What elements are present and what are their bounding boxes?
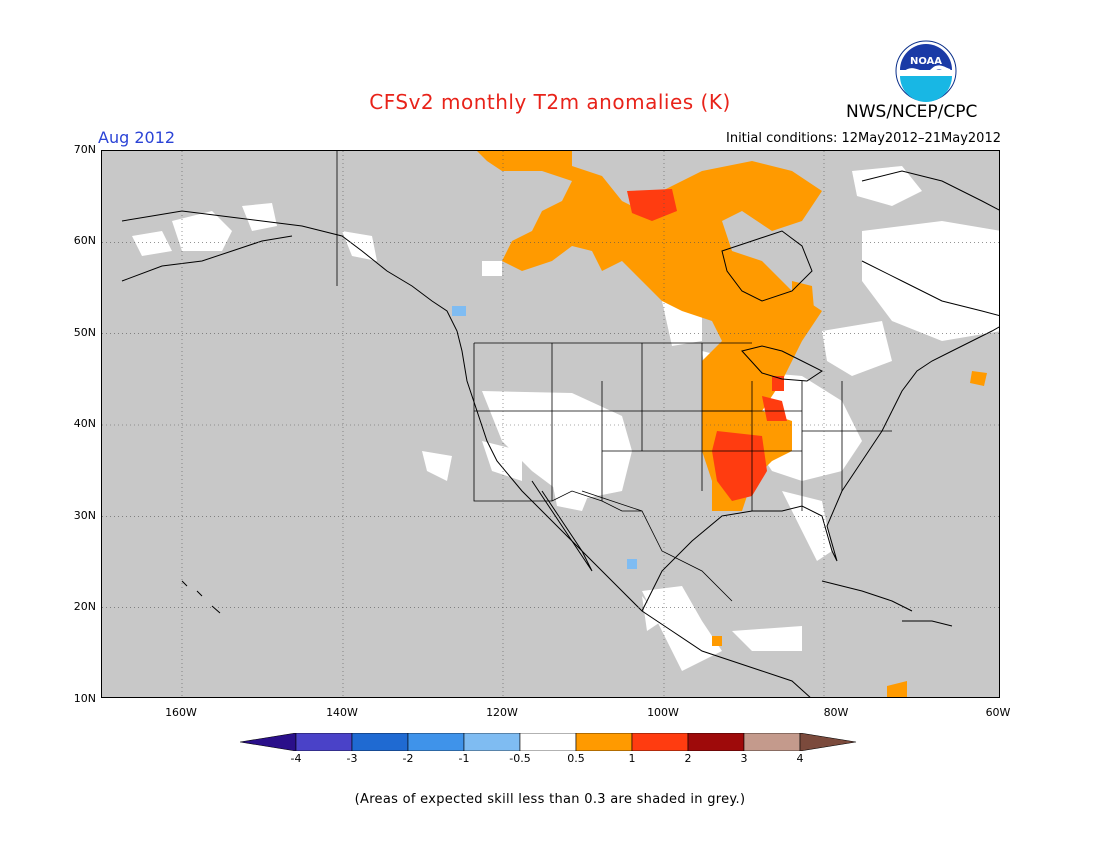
lat-label-30n: 30N	[73, 509, 96, 522]
lon-label-120w: 120W	[486, 706, 518, 719]
chart-title: CFSv2 monthly T2m anomalies (K)	[369, 90, 731, 114]
colorbar-tick-label: -1	[458, 752, 470, 765]
colorbar-tick-label: -4	[290, 752, 302, 765]
colorbar-right-arrow	[799, 732, 857, 752]
colorbar-left-arrow	[239, 732, 297, 752]
lon-label-140w: 140W	[326, 706, 358, 719]
colorbar-tick-label: -0.5	[509, 752, 531, 765]
colorbar-segment	[743, 732, 801, 752]
colorbar-segment	[631, 732, 689, 752]
map-panel	[101, 150, 1000, 698]
colorbar-segment	[687, 732, 745, 752]
colorbar-segment	[463, 732, 521, 752]
colorbar-tick-label: 2	[684, 752, 692, 765]
lat-label-70n: 70N	[73, 143, 96, 156]
colorbar-segment	[519, 732, 577, 752]
colorbar-tick-label: -2	[402, 752, 414, 765]
lon-label-80w: 80W	[823, 706, 849, 719]
cool-anomaly-areas	[452, 306, 637, 569]
colorbar-tick-label: 3	[740, 752, 748, 765]
lon-label-100w: 100W	[647, 706, 679, 719]
colorbar	[239, 732, 862, 752]
footnote: (Areas of expected skill less than 0.3 a…	[354, 792, 746, 807]
initial-conditions-label: Initial conditions: 12May2012–21May2012	[726, 131, 1001, 146]
colorbar-tick-label: -3	[346, 752, 358, 765]
lat-label-40n: 40N	[73, 417, 96, 430]
map-canvas	[102, 151, 999, 697]
noaa-logo-text: NOAA	[910, 56, 942, 67]
colorbar-segment	[407, 732, 465, 752]
colorbar-tick-label: 1	[628, 752, 636, 765]
strong-warm-anomaly-areas	[627, 189, 787, 501]
organization-label: NWS/NCEP/CPC	[846, 102, 978, 122]
graticule	[102, 151, 999, 697]
lat-label-10n: 10N	[73, 692, 96, 705]
colorbar-segment	[295, 732, 353, 752]
valid-month-label: Aug 2012	[98, 128, 176, 147]
colorbar-segment	[351, 732, 409, 752]
lat-label-20n: 20N	[73, 600, 96, 613]
colorbar-segment	[575, 732, 633, 752]
lon-label-60w: 60W	[985, 706, 1011, 719]
colorbar-tick-label: 0.5	[567, 752, 585, 765]
lon-label-160w: 160W	[165, 706, 197, 719]
lat-label-60n: 60N	[73, 234, 96, 247]
colorbar-tick-label: 4	[796, 752, 804, 765]
lat-label-50n: 50N	[73, 326, 96, 339]
noaa-logo: NOAA	[895, 40, 957, 102]
political-borders	[336, 151, 892, 602]
